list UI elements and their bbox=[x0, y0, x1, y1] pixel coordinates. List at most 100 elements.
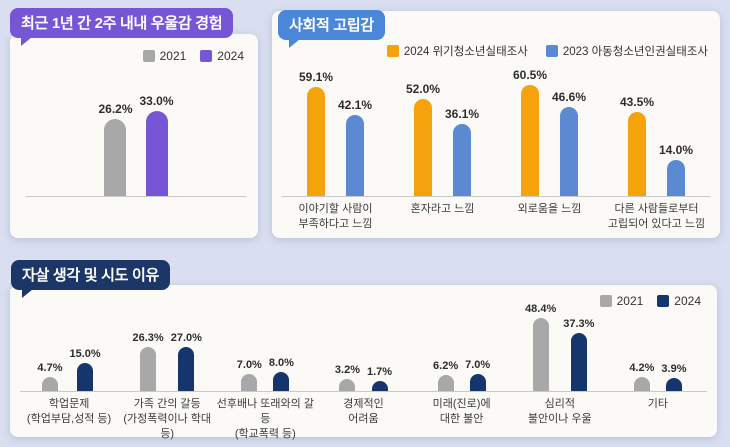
category-label-line: 혼자라고 느낌 bbox=[410, 203, 475, 215]
category-label-2: 선후배나 또래와의 갈등 (학교폭력 등) bbox=[216, 397, 314, 442]
category-label-line: 대한 불안 bbox=[439, 412, 484, 425]
bar-s0-c0 bbox=[41, 377, 58, 391]
panel-suicide-reasons: 2021 2024 4.7% 15.0% 26.3% 27.0% 7.0% 8.0% 3.2%… bbox=[10, 285, 717, 440]
bar-pair: 6.2% 7.0% bbox=[433, 359, 490, 391]
bar-pair: 52.0% 36.1% bbox=[406, 82, 479, 196]
category-label-line: (가정폭력이나 학대 등) bbox=[123, 412, 212, 440]
legend-swatch bbox=[599, 295, 612, 307]
chart-legend: 2021 2024 bbox=[142, 49, 244, 63]
bar-value-label: 36.1% bbox=[445, 107, 480, 121]
bar-chart-suicide-reasons: 4.7% 15.0% 26.3% 27.0% 7.0% 8.0% 3.2% 1.7% 6.2% 7… bbox=[20, 303, 707, 440]
bar-group-5: 48.4% 37.3% bbox=[511, 303, 609, 391]
legend-swatch bbox=[386, 45, 399, 57]
bar-value-label: 6.2% bbox=[433, 360, 459, 372]
bar-column: 7.0% bbox=[465, 359, 490, 391]
panel-title: 최근 1년 간 2주 내내 우울감 경험 bbox=[21, 15, 223, 32]
bar-column: 6.2% bbox=[433, 360, 458, 391]
bar-s0-c0 bbox=[104, 119, 127, 196]
panel-depression: 2021 2024 26.2% 33.0% bbox=[10, 34, 258, 238]
bar-value-label: 3.2% bbox=[334, 364, 360, 376]
legend-item-0: 2024 위기청소년실태조사 bbox=[386, 43, 528, 59]
bar-s1-c5 bbox=[570, 333, 587, 391]
bar-value-label: 60.5% bbox=[512, 68, 547, 82]
bar-value-label: 26.2% bbox=[98, 102, 133, 116]
bar-s0-c1 bbox=[140, 347, 157, 391]
bar-column: 52.0% bbox=[406, 82, 440, 196]
depression-title-badge: 최근 1년 간 2주 내내 우울감 경험 bbox=[10, 8, 234, 46]
legend-label: 2023 아동청소년인권실태조사 bbox=[562, 46, 708, 58]
bar-pair: 59.1% 42.1% bbox=[299, 70, 372, 196]
bar-column: 42.1% bbox=[338, 98, 372, 196]
category-label-line: 이야기할 사람이 bbox=[298, 203, 373, 215]
category-label-2: 외로움을 느낌 bbox=[496, 202, 603, 232]
bar-value-label: 52.0% bbox=[405, 82, 440, 96]
bar-s0-c2 bbox=[520, 85, 539, 196]
legend-item-1: 2024 bbox=[657, 294, 701, 308]
chart-legend: 2021 2024 bbox=[599, 294, 701, 308]
bar-pair: 60.5% 46.6% bbox=[513, 68, 586, 196]
bar-value-label: 48.4% bbox=[525, 303, 557, 315]
legend-label: 2024 bbox=[217, 49, 244, 63]
bar-pair: 4.2% 3.9% bbox=[629, 362, 686, 391]
legend-label: 2024 bbox=[674, 294, 701, 308]
category-label-line: 외로움을 느낌 bbox=[517, 203, 582, 215]
bar-column: 1.7% bbox=[367, 366, 392, 391]
bar-column: 4.7% bbox=[37, 362, 63, 391]
category-label-1: 혼자라고 느낌 bbox=[389, 202, 496, 232]
bar-column: 3.9% bbox=[661, 363, 686, 391]
bar-group-0: 59.1% 42.1% bbox=[282, 70, 389, 196]
bar-column: 3.2% bbox=[335, 364, 360, 391]
bar-group-4: 6.2% 7.0% bbox=[413, 359, 511, 391]
bar-column: 60.5% bbox=[513, 68, 547, 196]
bar-column: 26.3% bbox=[133, 332, 164, 391]
category-label-line: 선후배나 또래와의 갈등 bbox=[216, 398, 314, 425]
bar-group-2: 7.0% 8.0% bbox=[216, 357, 314, 391]
legend-item-0: 2021 bbox=[599, 294, 643, 308]
bar-group-1: 26.3% 27.0% bbox=[118, 332, 216, 391]
bar-value-label: 14.0% bbox=[659, 143, 694, 157]
bar-s0-c4 bbox=[437, 375, 454, 391]
bar-groups: 59.1% 42.1% 52.0% 36.1% 60.5% 46.6% 43.5% 14.0% bbox=[282, 68, 710, 197]
bar-column: 27.0% bbox=[171, 332, 202, 391]
chart-legend: 2024 위기청소년실태조사 2023 아동청소년인권실태조사 bbox=[386, 43, 708, 59]
bar-groups: 4.7% 15.0% 26.3% 27.0% 7.0% 8.0% 3.2% 1.7% 6.2% 7… bbox=[20, 303, 707, 392]
bar-column: 7.0% bbox=[237, 359, 262, 391]
bar-s0-c6 bbox=[633, 377, 650, 391]
category-label-line: 경제적인 bbox=[343, 398, 384, 410]
category-label-line: (학업부담,성적 등) bbox=[26, 412, 112, 425]
bar-s0-c2 bbox=[241, 374, 258, 391]
isolation-title-badge: 사회적 고립감 bbox=[278, 10, 385, 48]
category-label-line: 어려움 bbox=[348, 412, 379, 425]
suicide-reasons-title-badge: 자살 생각 및 시도 이유 bbox=[11, 260, 170, 298]
bar-s0-c3 bbox=[627, 112, 646, 196]
legend-swatch bbox=[657, 295, 670, 307]
bar-column: 36.1% bbox=[445, 107, 479, 196]
bar-value-label: 3.9% bbox=[661, 363, 687, 375]
legend-swatch bbox=[142, 50, 155, 62]
category-labels: 이야기할 사람이 부족하다고 느낌 혼자라고 느낌 외로움을 느낌 다른 사람들로부터 고… bbox=[282, 202, 710, 232]
bar-column: 46.6% bbox=[552, 90, 586, 196]
bar-s1-c3 bbox=[371, 381, 388, 391]
bar-column: 37.3% bbox=[563, 318, 594, 391]
bar-s0-c1 bbox=[413, 99, 432, 196]
bar-group-2: 60.5% 46.6% bbox=[496, 68, 603, 196]
category-label-line: 불안이나 우울 bbox=[527, 412, 592, 425]
panel-social-isolation: 2024 위기청소년실태조사 2023 아동청소년인권실태조사 59.1% 42.1… bbox=[272, 11, 720, 238]
category-label-line: 학업문제 bbox=[48, 398, 90, 410]
bar-group-0: 26.2% 33.0% bbox=[98, 94, 174, 196]
legend-item-1: 2023 아동청소년인권실태조사 bbox=[545, 43, 708, 59]
bar-s1-c2 bbox=[560, 107, 579, 196]
bar-value-label: 7.0% bbox=[465, 359, 491, 371]
bar-value-label: 15.0% bbox=[69, 348, 101, 360]
bar-pair: 7.0% 8.0% bbox=[237, 357, 294, 391]
bar-pair: 43.5% 14.0% bbox=[620, 95, 693, 196]
bar-pair: 26.2% 33.0% bbox=[98, 94, 174, 196]
bar-s0-c3 bbox=[339, 379, 356, 391]
bar-value-label: 8.0% bbox=[268, 357, 294, 369]
bar-value-label: 37.3% bbox=[563, 318, 595, 330]
bar-value-label: 43.5% bbox=[619, 95, 654, 109]
bar-column: 33.0% bbox=[140, 94, 174, 196]
bar-value-label: 4.7% bbox=[37, 362, 63, 374]
bar-column: 4.2% bbox=[629, 362, 654, 391]
